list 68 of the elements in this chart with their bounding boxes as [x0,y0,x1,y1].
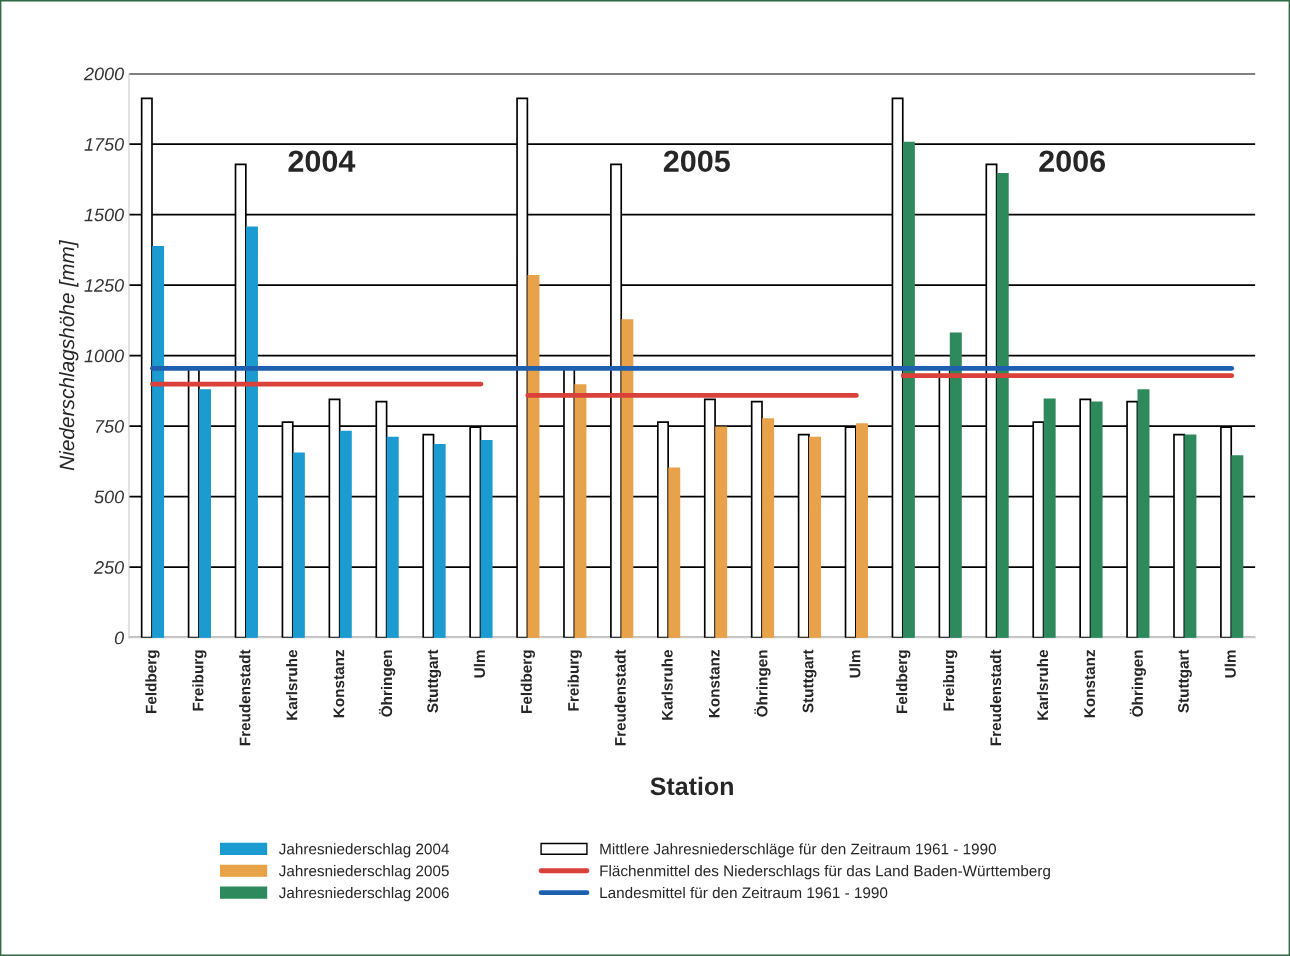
bar [1231,455,1244,638]
legend-label: Jahresniederschlag 2006 [278,886,449,902]
x-tick-label: Freiburg [567,650,582,711]
bar [1043,398,1056,638]
y-axis-title: Niederschlagshöhe [mm] [59,240,79,471]
bar [152,245,165,638]
x-tick-label: Feldberg [145,650,160,713]
x-tick-label: Ulm [1224,650,1236,678]
bar [1137,389,1150,638]
bar [386,436,399,638]
bar [902,141,915,638]
bar [433,443,446,638]
bar [809,436,822,638]
bar [949,332,962,638]
x-tick-label: Freiburg [943,650,958,711]
bar [339,430,352,638]
x-tick-label: Feldberg [520,650,536,713]
bar [996,172,1009,638]
x-tick-label: Stuttgart [802,649,817,713]
legend-label: Flächenmittel des Niederschlags für das Land Baden-Württemberg [600,865,1050,880]
x-tick-label: Karlsruhe [1036,649,1049,720]
bar [855,423,868,638]
y-tick-label: 1750 [84,138,124,151]
x-tick-label: Freiburg [192,650,207,711]
x-tick-label: Ulm [473,650,486,678]
legend-label: Jahresniederschlag 2005 [278,865,449,880]
x-tick-label: Konstanz [1084,650,1096,718]
x-tick-label: Karlsruhe [661,649,673,720]
x-tick-label: Freudenstadt [989,649,1002,746]
legend-label: Landesmittel für den Zeitraum 1961 - 1990 [600,886,888,899]
bar [668,467,681,638]
y-tick-label: 2000 [83,67,124,81]
bar [621,319,634,638]
annotation: 2005 [663,150,730,173]
annotation: 2006 [1039,150,1106,173]
x-tick-label: Freudenstadt [614,649,626,746]
x-tick-label: Öhringen [1129,650,1146,717]
x-tick-label: Öhringen [378,650,396,717]
bar [199,389,212,638]
x-axis-title: Station [650,776,733,796]
bar [245,226,258,638]
x-tick-label: Ulm [849,650,861,678]
bar [292,452,305,638]
annotation: 2004 [288,150,356,173]
x-tick-label: Stuttgart [427,649,442,713]
x-tick-label: Freudenstadt [239,649,251,746]
legend-label: Mittlere Jahresniederschläge für den Zeitraum 1961 - 1990 [600,843,996,858]
y-tick-label: 0 [114,631,124,645]
bar [1090,401,1103,638]
bar [715,426,728,638]
y-tick-label: 250 [93,561,124,574]
y-tick-label: 1000 [84,349,124,363]
x-tick-label: Feldberg [896,650,911,713]
y-tick-label: 500 [94,490,124,504]
y-tick-label: 1250 [84,279,124,292]
bar [574,384,587,638]
legend-label: Jahresniederschlag 2004 [278,843,449,858]
bar [1184,434,1197,638]
x-tick-label: Stuttgart [1178,649,1192,713]
bar [527,274,540,638]
x-tick-label: Öhringen [754,650,771,717]
x-tick-label: Konstanz [333,650,345,718]
x-tick-label: Karlsruhe [286,649,298,720]
bar [762,418,775,638]
x-tick-label: Konstanz [708,650,720,718]
bar [480,439,493,638]
y-tick-label: 1500 [84,208,124,222]
y-tick-label: 750 [95,420,124,433]
